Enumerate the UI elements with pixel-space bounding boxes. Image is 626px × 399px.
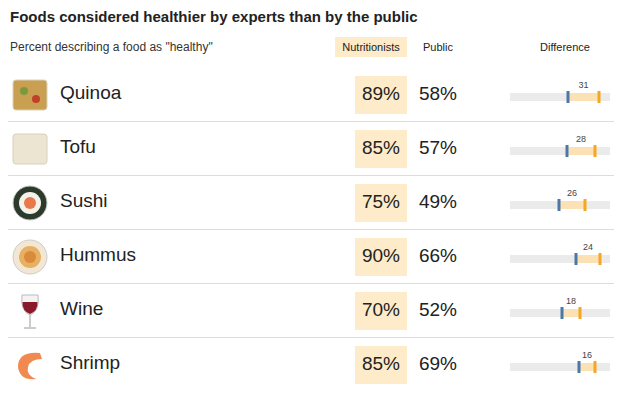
html-text:85%: 85% <box>362 137 400 158</box>
html-text:Hummus: Hummus <box>60 244 136 265</box>
html-text:52%: 52% <box>419 299 457 320</box>
html-text:Sushi: Sushi <box>60 190 108 211</box>
html-text:90%: 90% <box>362 245 400 266</box>
html-text:58%: 58% <box>419 83 457 104</box>
html-text:Foods considered healthier by: Foods considered healthier by experts th… <box>10 8 418 25</box>
html-text:49%: 49% <box>419 191 457 212</box>
html-text:57%: 57% <box>419 137 457 158</box>
svg-text:28: 28 <box>576 134 586 144</box>
html-text:Difference: Difference <box>540 41 590 53</box>
svg-text:16: 16 <box>582 350 592 360</box>
svg-text:26: 26 <box>567 188 577 198</box>
svg-text:31: 31 <box>578 80 588 90</box>
html-text:Percent describing a food as ": Percent describing a food as "healthy" <box>10 40 213 54</box>
html-text:75%: 75% <box>362 191 400 212</box>
svg-text:18: 18 <box>566 296 576 306</box>
html-text:Nutritionists: Nutritionists <box>342 41 400 53</box>
html-text:70%: 70% <box>362 299 400 320</box>
html-text:Wine: Wine <box>60 298 104 319</box>
html-text:89%: 89% <box>362 83 400 104</box>
html-text:Tofu: Tofu <box>60 136 96 157</box>
html-text:66%: 66% <box>419 245 457 266</box>
html-text:Shrimp: Shrimp <box>60 352 121 373</box>
html-text:69%: 69% <box>419 353 457 374</box>
html-text:85%: 85% <box>362 353 400 374</box>
html-text:Public: Public <box>423 41 453 53</box>
svg-text:24: 24 <box>583 242 593 252</box>
html-text:Quinoa: Quinoa <box>60 82 122 103</box>
